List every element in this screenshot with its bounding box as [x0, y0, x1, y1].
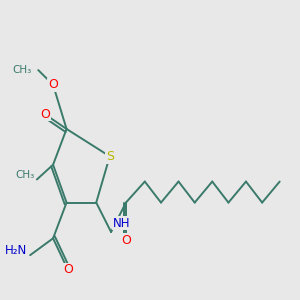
Text: O: O	[48, 78, 58, 91]
Text: O: O	[121, 234, 131, 247]
Text: CH₃: CH₃	[15, 170, 34, 180]
Text: CH₃: CH₃	[12, 65, 32, 75]
Text: O: O	[63, 263, 73, 276]
Text: O: O	[40, 108, 50, 121]
Text: S: S	[106, 150, 114, 163]
Text: H₂N: H₂N	[5, 244, 27, 257]
Text: NH: NH	[112, 217, 130, 230]
